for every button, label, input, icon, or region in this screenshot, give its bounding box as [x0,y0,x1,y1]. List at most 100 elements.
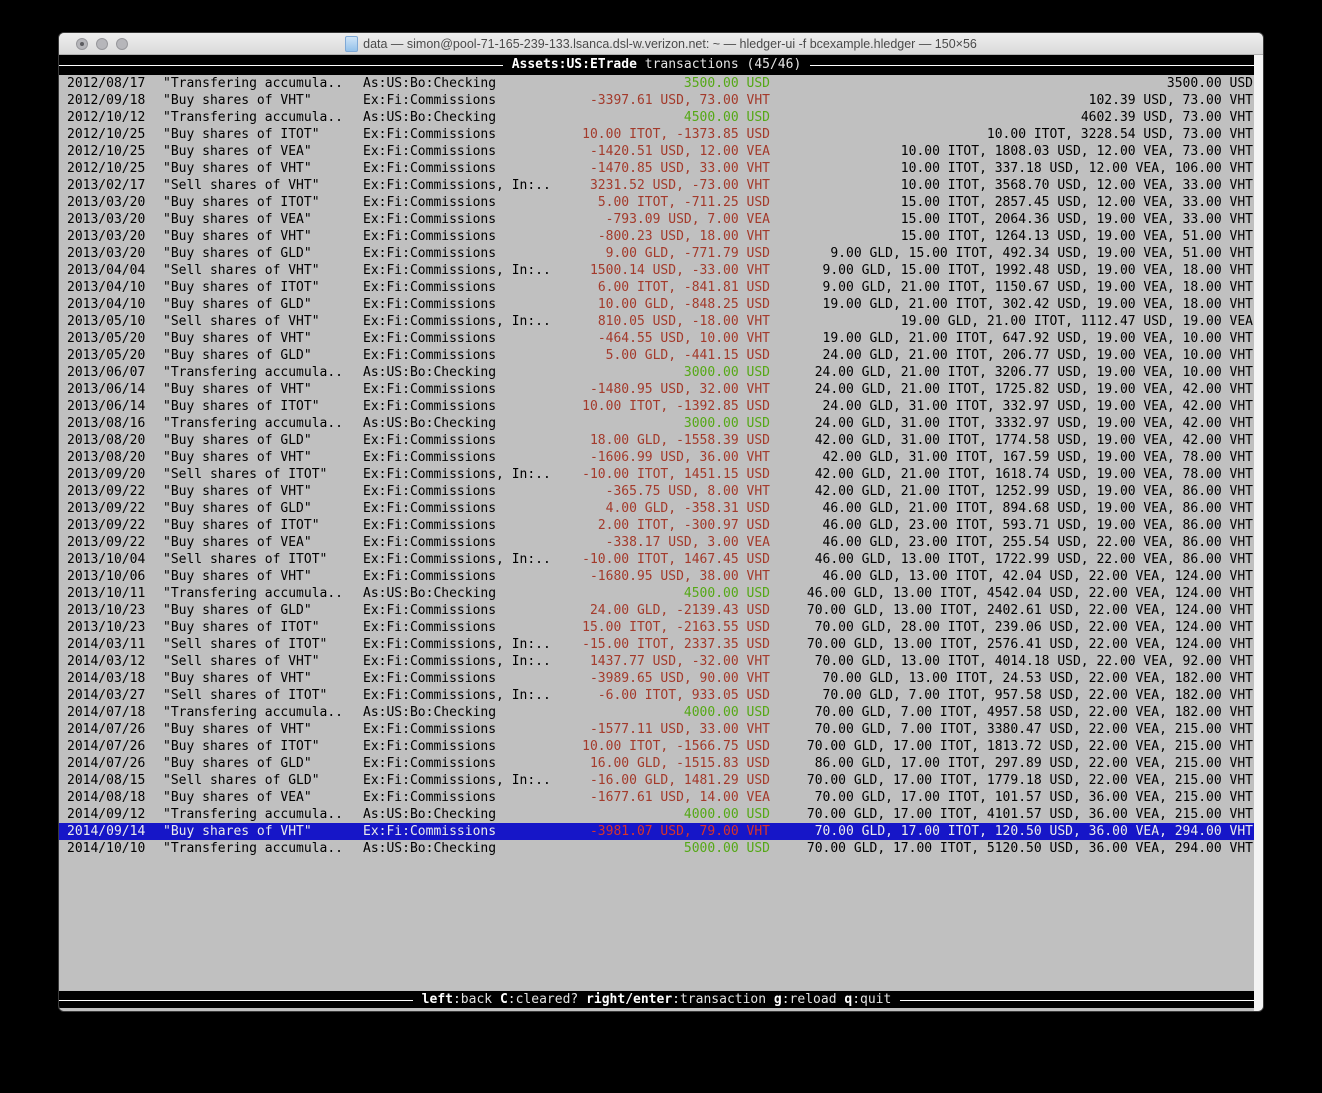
scrollbar-gutter[interactable] [1254,55,1263,1011]
transaction-balance: 15.00 ITOT, 2857.45 USD, 12.00 VEA, 33.0… [900,195,1253,210]
transaction-account: Ex:Fi:Commissions [363,144,497,159]
transactions-list: 2012/08/17 "Transfering accumula.. As:US… [59,75,1254,857]
transaction-amount: 18.00 GLD, -1558.39 USD [589,433,770,448]
transaction-row[interactable]: 2014/03/18 "Buy shares of VHT" Ex:Fi:Com… [59,670,1254,687]
transaction-amount: -1470.85 USD, 33.00 VHT [589,161,770,176]
transaction-row[interactable]: 2013/06/07 "Transfering accumula.. As:US… [59,364,1254,381]
transaction-account: Ex:Fi:Commissions [363,756,497,771]
transaction-description: "Buy shares of VHT" [163,450,312,465]
transaction-date: 2014/07/26 [67,756,146,771]
transaction-row[interactable]: 2013/06/14 "Buy shares of ITOT" Ex:Fi:Co… [59,398,1254,415]
transaction-row[interactable]: 2013/03/20 "Buy shares of VEA" Ex:Fi:Com… [59,211,1254,228]
transaction-balance: 70.00 GLD, 7.00 ITOT, 957.58 USD, 22.00 … [822,688,1253,703]
transaction-row[interactable]: 2013/04/04 "Sell shares of VHT" Ex:Fi:Co… [59,262,1254,279]
transaction-balance: 24.00 GLD, 21.00 ITOT, 206.77 USD, 19.00… [822,348,1253,363]
transaction-row[interactable]: 2013/10/23 "Buy shares of ITOT" Ex:Fi:Co… [59,619,1254,636]
transaction-date: 2012/08/17 [67,76,146,91]
transaction-row[interactable]: 2014/07/26 "Buy shares of GLD" Ex:Fi:Com… [59,755,1254,772]
transaction-row[interactable]: 2013/08/20 "Buy shares of GLD" Ex:Fi:Com… [59,432,1254,449]
register-header-suffix: transactions (45/46) [636,57,802,72]
transaction-row[interactable]: 2013/05/20 "Buy shares of VHT" Ex:Fi:Com… [59,330,1254,347]
transaction-row[interactable]: 2013/03/20 "Buy shares of GLD" Ex:Fi:Com… [59,245,1254,262]
transaction-account: Ex:Fi:Commissions [363,127,497,142]
transaction-amount: -365.75 USD, 8.00 VHT [605,484,770,499]
transaction-row[interactable]: 2014/07/26 "Buy shares of ITOT" Ex:Fi:Co… [59,738,1254,755]
transaction-account: Ex:Fi:Commissions [363,399,497,414]
transaction-description: "Buy shares of VHT" [163,382,312,397]
transaction-row[interactable]: 2013/10/23 "Buy shares of GLD" Ex:Fi:Com… [59,602,1254,619]
transaction-balance: 10.00 ITOT, 3228.54 USD, 73.00 VHT [986,127,1253,142]
transaction-row[interactable]: 2013/03/20 "Buy shares of ITOT" Ex:Fi:Co… [59,194,1254,211]
transaction-amount: -16.00 GLD, 1481.29 USD [589,773,770,788]
traffic-lights [76,33,128,54]
transaction-row[interactable]: 2014/08/18 "Buy shares of VEA" Ex:Fi:Com… [59,789,1254,806]
transaction-description: "Buy shares of ITOT" [163,399,320,414]
transaction-row[interactable]: 2014/03/11 "Sell shares of ITOT" Ex:Fi:C… [59,636,1254,653]
transaction-account: Ex:Fi:Commissions [363,603,497,618]
transaction-description: "Buy shares of VEA" [163,212,312,227]
minimize-button[interactable] [96,37,108,50]
register-header-bar: Assets:US:ETrade transactions (45/46) [59,55,1254,75]
transaction-row[interactable]: 2013/09/22 "Buy shares of VHT" Ex:Fi:Com… [59,483,1254,500]
transaction-row[interactable]: 2012/10/12 "Transfering accumula.. As:US… [59,109,1254,126]
transaction-amount: 5.00 GLD, -441.15 USD [605,348,770,363]
transaction-row[interactable]: 2013/09/22 "Buy shares of VEA" Ex:Fi:Com… [59,534,1254,551]
transaction-balance: 70.00 GLD, 13.00 ITOT, 24.53 USD, 22.00 … [822,671,1253,686]
transaction-row[interactable]: 2013/09/20 "Sell shares of ITOT" Ex:Fi:C… [59,466,1254,483]
transaction-row[interactable]: 2013/08/20 "Buy shares of VHT" Ex:Fi:Com… [59,449,1254,466]
transaction-date: 2014/10/10 [67,841,146,856]
transaction-row[interactable]: 2013/06/14 "Buy shares of VHT" Ex:Fi:Com… [59,381,1254,398]
transaction-row[interactable]: 2014/08/15 "Sell shares of GLD" Ex:Fi:Co… [59,772,1254,789]
transaction-row[interactable]: 2013/05/10 "Sell shares of VHT" Ex:Fi:Co… [59,313,1254,330]
transaction-row[interactable]: 2014/07/26 "Buy shares of VHT" Ex:Fi:Com… [59,721,1254,738]
transaction-amount: 3000.00 USD [683,416,770,431]
transaction-balance: 42.00 GLD, 21.00 ITOT, 1252.99 USD, 19.0… [814,484,1253,499]
document-icon [345,35,359,52]
transaction-date: 2012/10/25 [67,144,146,159]
transaction-row[interactable]: 2013/03/20 "Buy shares of VHT" Ex:Fi:Com… [59,228,1254,245]
transaction-date: 2013/04/10 [67,280,146,295]
transaction-row[interactable]: 2013/09/22 "Buy shares of ITOT" Ex:Fi:Co… [59,517,1254,534]
transaction-row[interactable]: 2014/07/18 "Transfering accumula.. As:US… [59,704,1254,721]
register-account-name: Assets:US:ETrade [511,57,637,72]
transaction-description: "Buy shares of VHT" [163,569,312,584]
transaction-balance: 46.00 GLD, 13.00 ITOT, 1722.99 USD, 22.0… [814,552,1253,567]
transaction-row[interactable]: 2014/03/27 "Sell shares of ITOT" Ex:Fi:C… [59,687,1254,704]
transaction-row[interactable]: 2012/09/18 "Buy shares of VHT" Ex:Fi:Com… [59,92,1254,109]
transaction-date: 2013/10/23 [67,603,146,618]
transaction-amount: -1606.99 USD, 36.00 VHT [589,450,770,465]
transaction-row[interactable]: 2014/10/10 "Transfering accumula.. As:US… [59,840,1254,857]
transaction-date: 2013/05/10 [67,314,146,329]
transaction-amount: 4000.00 USD [683,705,770,720]
transaction-row[interactable]: 2013/05/20 "Buy shares of GLD" Ex:Fi:Com… [59,347,1254,364]
window-title: data — simon@pool-71-165-239-133.lsanca.… [363,36,977,51]
transaction-amount: 10.00 ITOT, -1373.85 USD [582,127,770,142]
transaction-description: "Sell shares of VHT" [163,178,320,193]
transaction-date: 2013/10/04 [67,552,146,567]
transaction-row[interactable]: 2012/10/25 "Buy shares of VEA" Ex:Fi:Com… [59,143,1254,160]
transaction-row[interactable]: 2013/04/10 "Buy shares of ITOT" Ex:Fi:Co… [59,279,1254,296]
transaction-row[interactable]: 2012/10/25 "Buy shares of ITOT" Ex:Fi:Co… [59,126,1254,143]
transaction-date: 2014/03/18 [67,671,146,686]
transaction-balance: 70.00 GLD, 7.00 ITOT, 3380.47 USD, 22.00… [814,722,1253,737]
transaction-row[interactable]: 2014/09/14 "Buy shares of VHT" Ex:Fi:Com… [59,823,1254,840]
transaction-account: Ex:Fi:Commissions, In:.. [363,637,551,652]
transaction-row[interactable]: 2013/10/06 "Buy shares of VHT" Ex:Fi:Com… [59,568,1254,585]
transaction-row[interactable]: 2013/10/11 "Transfering accumula.. As:US… [59,585,1254,602]
zoom-button[interactable] [116,37,128,50]
transaction-row[interactable]: 2014/09/12 "Transfering accumula.. As:US… [59,806,1254,823]
transaction-row[interactable]: 2014/03/12 "Sell shares of VHT" Ex:Fi:Co… [59,653,1254,670]
transaction-row[interactable]: 2013/09/22 "Buy shares of GLD" Ex:Fi:Com… [59,500,1254,517]
transaction-row[interactable]: 2013/02/17 "Sell shares of VHT" Ex:Fi:Co… [59,177,1254,194]
transaction-balance: 24.00 GLD, 21.00 ITOT, 3206.77 USD, 19.0… [814,365,1253,380]
transaction-row[interactable]: 2012/10/25 "Buy shares of VHT" Ex:Fi:Com… [59,160,1254,177]
transaction-row[interactable]: 2013/10/04 "Sell shares of ITOT" Ex:Fi:C… [59,551,1254,568]
transaction-account: Ex:Fi:Commissions [363,535,497,550]
transaction-row[interactable]: 2013/04/10 "Buy shares of GLD" Ex:Fi:Com… [59,296,1254,313]
transaction-row[interactable]: 2013/08/16 "Transfering accumula.. As:US… [59,415,1254,432]
close-button[interactable] [76,37,88,50]
transaction-row[interactable]: 2012/08/17 "Transfering accumula.. As:US… [59,75,1254,92]
transaction-date: 2013/09/22 [67,501,146,516]
transaction-description: "Transfering accumula.. [163,416,344,431]
transaction-account: Ex:Fi:Commissions [363,739,497,754]
